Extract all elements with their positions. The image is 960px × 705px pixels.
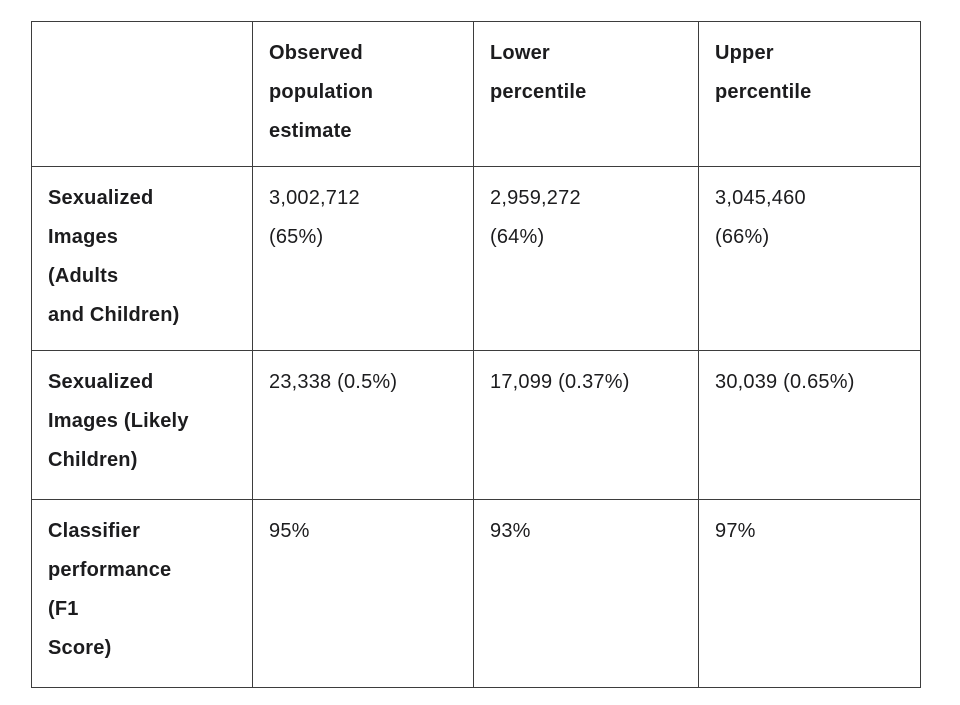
row-label: Classifier performance (F1 Score) [31, 499, 253, 688]
table-cell-observed: 3,002,712 (65%) [252, 166, 474, 351]
header-cell-empty [31, 21, 253, 167]
table-cell-lower: 17,099 (0.37%) [473, 350, 699, 500]
table-cell-upper: 30,039 (0.65%) [698, 350, 921, 500]
header-cell-lower-percentile: Lower percentile [473, 21, 699, 167]
table-row-sexualized-likely-children: Sexualized Images (Likely Children) 23,3… [31, 350, 921, 500]
table-cell-lower: 2,959,272 (64%) [473, 166, 699, 351]
header-cell-observed-population-estimate: Observed population estimate [252, 21, 474, 167]
table-cell-upper: 3,045,460 (66%) [698, 166, 921, 351]
table-row-sexualized-adults-children: Sexualized Images (Adults and Children) … [31, 166, 921, 351]
table-header-row: Observed population estimate Lower perce… [31, 21, 921, 167]
table-cell-observed: 95% [252, 499, 474, 688]
row-label: Sexualized Images (Likely Children) [31, 350, 253, 500]
table-row-classifier-performance: Classifier performance (F1 Score) 95% 93… [31, 499, 921, 688]
population-estimate-table: Observed population estimate Lower perce… [31, 21, 921, 688]
table-cell-observed: 23,338 (0.5%) [252, 350, 474, 500]
table-cell-lower: 93% [473, 499, 699, 688]
table-cell-upper: 97% [698, 499, 921, 688]
header-cell-upper-percentile: Upper percentile [698, 21, 921, 167]
row-label: Sexualized Images (Adults and Children) [31, 166, 253, 351]
